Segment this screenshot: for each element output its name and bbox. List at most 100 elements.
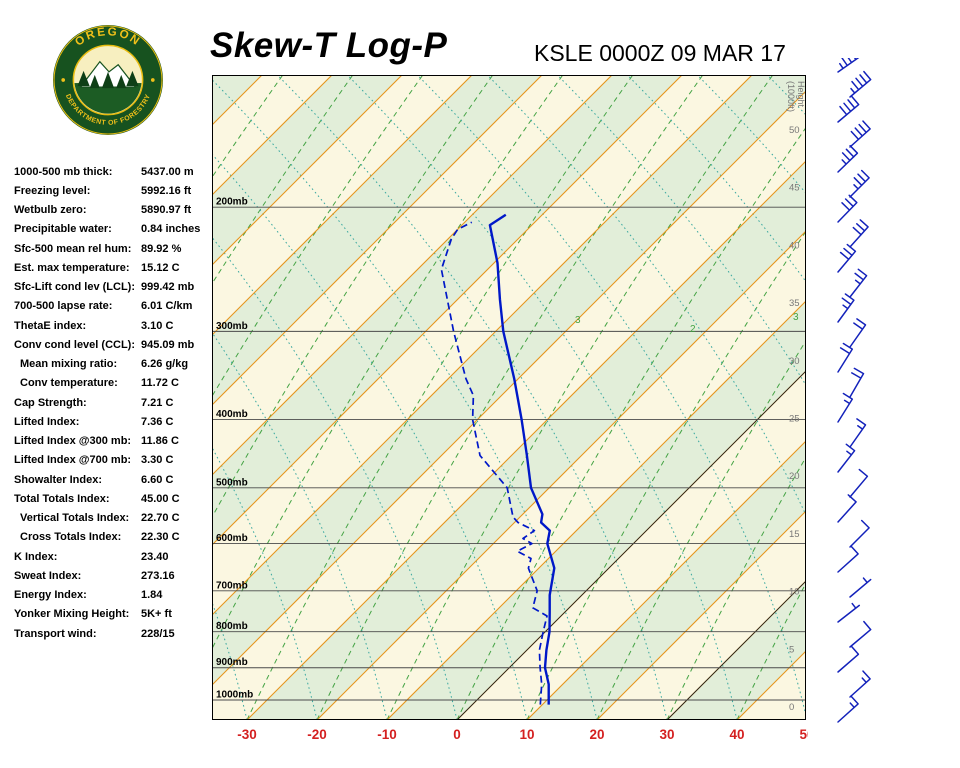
svg-text:15: 15 bbox=[789, 529, 800, 540]
index-row: Energy Index: 1.84 bbox=[14, 586, 212, 605]
index-row: Vertical Totals Index: 22.70 C bbox=[14, 509, 212, 528]
index-label: Total Totals Index: bbox=[14, 492, 110, 505]
wind-barb bbox=[837, 243, 857, 273]
index-value: 0.84 inches bbox=[141, 223, 201, 236]
wind-barbs-plot bbox=[837, 58, 872, 723]
svg-text:800mb: 800mb bbox=[216, 621, 248, 632]
index-row: Sfc-Lift cond lev (LCL): 999.42 mb bbox=[14, 278, 212, 297]
wind-barb bbox=[849, 418, 867, 448]
index-value: 22.30 C bbox=[141, 531, 180, 544]
svg-text:3: 3 bbox=[793, 312, 799, 323]
index-value: 11.72 C bbox=[141, 377, 179, 390]
svg-text:50: 50 bbox=[799, 727, 808, 742]
index-label: Conv cond level (CCL): bbox=[14, 338, 136, 351]
wind-barb bbox=[837, 58, 860, 73]
svg-text:30: 30 bbox=[789, 356, 800, 367]
logo-right-star bbox=[150, 78, 155, 82]
index-value: 6.26 g/kg bbox=[141, 358, 189, 371]
index-row: Conv temperature: 11.72 C bbox=[14, 374, 212, 393]
index-value: 945.09 mb bbox=[141, 338, 195, 351]
svg-text:0: 0 bbox=[453, 727, 461, 742]
index-value: 5890.97 ft bbox=[141, 204, 192, 217]
index-value: 15.12 C bbox=[141, 261, 180, 274]
index-value: 6.01 C/km bbox=[141, 300, 193, 313]
wind-barb bbox=[837, 144, 859, 173]
wind-barb bbox=[837, 695, 859, 723]
index-value: 7.21 C bbox=[141, 396, 174, 409]
index-value: 45.00 C bbox=[141, 492, 180, 505]
skewt-plot: 3 2 3 200mb 300mb 400mb 500mb 600mb 700mb 800mb 90… bbox=[212, 75, 808, 742]
svg-text:2: 2 bbox=[690, 324, 696, 335]
index-label: Vertical Totals Index: bbox=[20, 512, 130, 525]
index-value: 23.40 bbox=[141, 550, 169, 563]
index-row: Sfc-500 mean rel hum: 89.92 % bbox=[14, 239, 212, 258]
index-label: Cross Totals Index: bbox=[20, 531, 122, 544]
logo-trees-icon bbox=[77, 70, 139, 89]
svg-text:0: 0 bbox=[789, 702, 794, 713]
odf-logo: OREGON DEPARTMENT OF FORESTRY bbox=[53, 25, 163, 135]
index-row: K Index: 23.40 bbox=[14, 547, 212, 566]
wind-barb bbox=[849, 169, 870, 198]
index-value: 273.16 bbox=[141, 569, 175, 582]
index-label: 700-500 lapse rate: bbox=[14, 300, 113, 313]
index-row: Sweat Index: 273.16 bbox=[14, 566, 212, 585]
index-value: 999.42 mb bbox=[141, 281, 195, 294]
svg-text:-30: -30 bbox=[237, 727, 257, 742]
index-label: Est. max temperature: bbox=[14, 261, 130, 274]
index-label: Freezing level: bbox=[14, 184, 91, 197]
dewpoint-trace bbox=[440, 221, 548, 705]
pressure-labels: 200mb 300mb 400mb 500mb 600mb 700mb 800mb 900mb… bbox=[216, 197, 253, 701]
wind-barb bbox=[837, 494, 857, 523]
mixing-ratio-labels: 3 2 3 bbox=[575, 312, 799, 335]
index-label: 1000-500 mb thick: bbox=[14, 165, 113, 178]
svg-text:400mb: 400mb bbox=[216, 409, 248, 420]
index-row: Lifted Index @300 mb: 11.86 C bbox=[14, 432, 212, 451]
index-label: Lifted Index @300 mb: bbox=[14, 435, 132, 448]
index-label: Transport wind: bbox=[14, 627, 97, 640]
svg-text:-10: -10 bbox=[377, 727, 397, 742]
index-label: Mean mixing ratio: bbox=[20, 358, 118, 371]
indices-panel: 1000-500 mb thick: 5437.00 m Freezing lev… bbox=[14, 162, 212, 643]
svg-text:5: 5 bbox=[789, 644, 794, 655]
index-label: Precipitable water: bbox=[14, 223, 112, 236]
index-row: Lifted Index: 7.36 C bbox=[14, 412, 212, 431]
temp-axis-labels: -30 -20 -10 0 10 20 30 40 50 bbox=[237, 727, 808, 742]
index-value: 5992.16 ft bbox=[141, 184, 192, 197]
index-row: Cap Strength: 7.21 C bbox=[14, 393, 212, 412]
index-value: 228/15 bbox=[141, 627, 175, 640]
svg-text:900mb: 900mb bbox=[216, 657, 248, 668]
index-row: Yonker Mixing Height: 5K+ ft bbox=[14, 605, 212, 624]
index-value: 3.30 C bbox=[141, 454, 174, 467]
index-row: 1000-500 mb thick: 5437.00 m bbox=[14, 162, 212, 181]
index-label: K Index: bbox=[14, 550, 58, 563]
svg-text:50: 50 bbox=[789, 125, 800, 136]
index-label: Sweat Index: bbox=[14, 569, 82, 582]
index-value: 3.10 C bbox=[141, 319, 174, 332]
wind-barb bbox=[849, 367, 865, 398]
wind-barb bbox=[849, 577, 872, 598]
wind-barb bbox=[837, 342, 854, 373]
index-row: Conv cond level (CCL): 945.09 mb bbox=[14, 335, 212, 354]
index-row: Est. max temperature: 15.12 C bbox=[14, 258, 212, 277]
index-row: Wetbulb zero: 5890.97 ft bbox=[14, 201, 212, 220]
index-row: Mean mixing ratio: 6.26 g/kg bbox=[14, 355, 212, 374]
svg-text:30: 30 bbox=[659, 727, 674, 742]
index-row: 700-500 lapse rate: 6.01 C/km bbox=[14, 297, 212, 316]
wind-barb bbox=[837, 95, 860, 123]
svg-text:20: 20 bbox=[589, 727, 604, 742]
wind-barb bbox=[849, 519, 870, 548]
svg-text:600mb: 600mb bbox=[216, 533, 248, 544]
chart-border bbox=[212, 75, 806, 720]
svg-text:10: 10 bbox=[789, 587, 800, 598]
index-row: Cross Totals Index: 22.30 C bbox=[14, 528, 212, 547]
svg-text:40: 40 bbox=[729, 727, 744, 742]
skewt-chart: 3 2 3 200mb 300mb 400mb 500mb 600mb 700mb 800mb 90… bbox=[212, 75, 808, 751]
pressure-lines bbox=[212, 206, 806, 701]
wind-barb bbox=[849, 268, 868, 298]
wind-barb bbox=[849, 620, 872, 648]
index-value: 7.36 C bbox=[141, 415, 174, 428]
skewt-plot-area: 3 2 3 bbox=[212, 75, 806, 720]
index-value: 5K+ ft bbox=[141, 608, 172, 621]
index-value: 6.60 C bbox=[141, 473, 174, 486]
